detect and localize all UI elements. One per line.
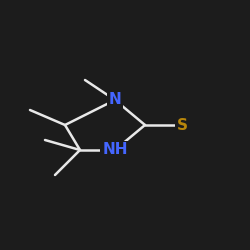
Text: S: S [177,118,188,132]
Text: NH: NH [102,142,128,158]
Text: N: N [108,92,122,108]
